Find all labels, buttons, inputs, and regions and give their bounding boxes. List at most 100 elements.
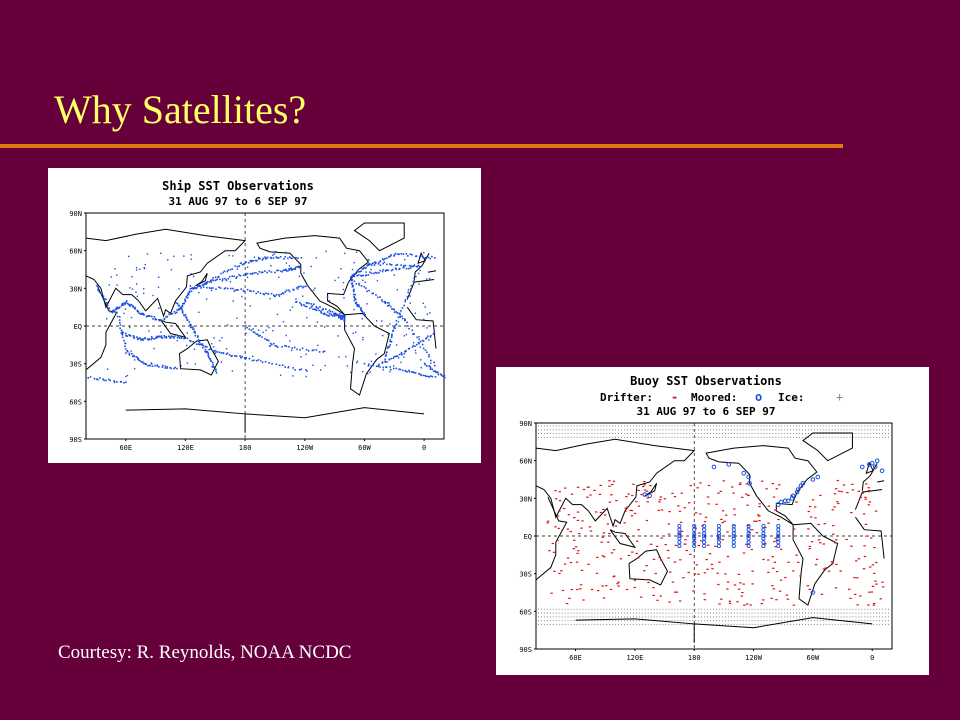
ice-observation bbox=[668, 429, 670, 431]
ship-observation bbox=[404, 258, 406, 261]
drifter-observation bbox=[873, 572, 876, 574]
ship-observation bbox=[272, 254, 274, 256]
ship-observation bbox=[114, 308, 117, 311]
ship-observation bbox=[140, 313, 142, 315]
drifter-observation bbox=[747, 494, 750, 496]
ship-observation bbox=[247, 262, 250, 264]
drifter-observation bbox=[745, 543, 748, 545]
ship-observation bbox=[424, 257, 426, 259]
ship-observation bbox=[114, 268, 116, 270]
ice-observation bbox=[615, 623, 617, 625]
moored-observation bbox=[677, 531, 682, 536]
ship-observation bbox=[345, 355, 347, 358]
ship-observation bbox=[209, 358, 211, 360]
ship-observation bbox=[396, 355, 399, 357]
ice-observation bbox=[659, 436, 661, 438]
ice-observation bbox=[716, 433, 717, 434]
ship-observation bbox=[186, 337, 189, 340]
ship-observation bbox=[219, 278, 221, 281]
ice-observation bbox=[555, 612, 557, 614]
ice-observation bbox=[612, 429, 614, 431]
ship-observation bbox=[185, 317, 188, 319]
ship-observation bbox=[270, 271, 273, 273]
ship-observation bbox=[129, 335, 132, 337]
ship-observation bbox=[389, 323, 391, 325]
ice-observation bbox=[585, 612, 587, 614]
ship-observation bbox=[310, 306, 313, 308]
courtesy-credit: Courtesy: R. Reynolds, NOAA NCDC bbox=[58, 642, 352, 663]
ice-observation bbox=[763, 623, 765, 625]
ship-observation bbox=[305, 348, 308, 351]
ice-observation bbox=[597, 612, 599, 614]
ice-observation bbox=[784, 620, 786, 622]
ice-observation bbox=[813, 436, 815, 438]
ship-observation bbox=[116, 306, 118, 309]
ship-observation bbox=[103, 379, 105, 382]
ice-observation bbox=[751, 436, 753, 438]
ice-observation bbox=[873, 620, 875, 622]
ship-observation bbox=[443, 375, 445, 378]
drifter-observation bbox=[683, 543, 686, 545]
ice-observation bbox=[606, 433, 608, 434]
ice-observation bbox=[891, 429, 892, 431]
drifter-observation bbox=[660, 559, 663, 561]
drifter-observation bbox=[834, 542, 837, 544]
ship-observation bbox=[199, 343, 202, 345]
ice-observation bbox=[784, 433, 786, 434]
ship-observation bbox=[315, 257, 317, 259]
drifter-observation bbox=[792, 604, 796, 606]
ship-observation bbox=[433, 332, 435, 334]
ice-observation bbox=[644, 436, 646, 438]
ship-observation bbox=[285, 251, 287, 254]
drifter-observation bbox=[659, 499, 662, 501]
ice-observation bbox=[873, 429, 875, 431]
ship-observation bbox=[137, 310, 140, 313]
drifter-observation bbox=[667, 523, 670, 525]
ship-observation bbox=[188, 291, 191, 294]
ship-observation bbox=[369, 271, 371, 274]
ship-observation bbox=[215, 372, 218, 374]
ice-observation bbox=[665, 429, 667, 431]
ice-observation bbox=[650, 612, 652, 614]
ship-observation bbox=[105, 298, 107, 301]
ship-observation bbox=[206, 286, 208, 289]
ship-observation bbox=[139, 337, 141, 339]
drifter-observation bbox=[808, 548, 811, 550]
ship-observation bbox=[376, 272, 378, 274]
ship-observation bbox=[160, 335, 163, 337]
ship-observation bbox=[236, 276, 238, 278]
ship-observation bbox=[428, 355, 430, 358]
drifter-observation bbox=[864, 496, 867, 498]
ship-observation bbox=[373, 272, 375, 275]
ship-observation bbox=[276, 346, 279, 348]
ice-observation bbox=[813, 616, 815, 618]
ice-observation bbox=[843, 429, 845, 431]
drifter-observation bbox=[745, 483, 748, 485]
drifter-observation bbox=[784, 576, 787, 579]
ice-observation bbox=[618, 436, 620, 438]
ship-observation bbox=[146, 253, 149, 255]
ice-observation bbox=[585, 425, 587, 427]
ship-observation bbox=[155, 336, 158, 338]
ship-observation bbox=[183, 337, 185, 340]
drifter-observation bbox=[601, 536, 604, 538]
ice-observation bbox=[775, 433, 777, 434]
ice-observation bbox=[582, 620, 584, 622]
ship-observation bbox=[408, 327, 410, 330]
drifter-observation bbox=[728, 600, 731, 602]
ice-observation bbox=[876, 616, 878, 618]
ship-observation bbox=[419, 269, 421, 272]
drifter-observation bbox=[867, 491, 871, 493]
ship-observation bbox=[355, 272, 358, 275]
ship-observation bbox=[268, 362, 270, 364]
ship-observation bbox=[425, 278, 428, 280]
ship-observation bbox=[402, 369, 404, 372]
drifter-observation bbox=[831, 509, 834, 511]
ice-observation bbox=[876, 608, 878, 610]
drifter-observation bbox=[853, 577, 856, 579]
ice-observation bbox=[837, 612, 839, 614]
drifter-observation bbox=[663, 498, 667, 500]
ice-observation bbox=[686, 608, 688, 610]
ice-observation bbox=[745, 425, 747, 427]
ship-observation bbox=[142, 339, 144, 341]
